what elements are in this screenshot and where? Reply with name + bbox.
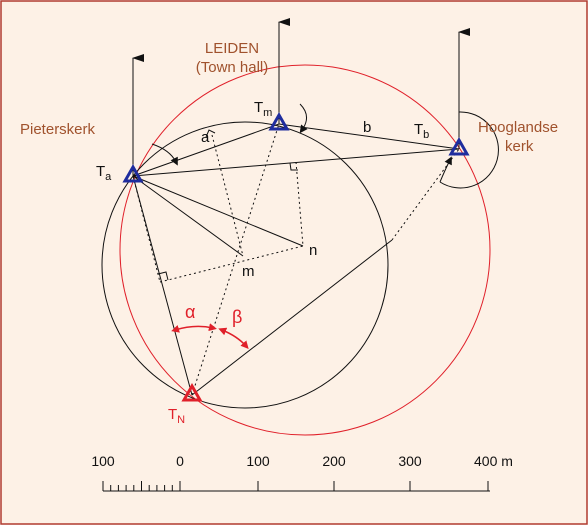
stations [122,111,470,402]
line-b [278,123,460,150]
label: n [309,242,317,259]
scale-label: 100 [246,453,270,469]
station-tb [448,136,470,156]
station-label: Ta [96,163,112,183]
angle-arc [299,103,308,134]
angle-arc [439,156,452,183]
station-label: TN [168,406,185,426]
scale-label: 400 m [474,453,513,469]
perp-ta [132,175,161,283]
scale-bar [102,481,490,492]
station-tn [181,382,203,402]
line-tn-tb-dot [391,148,460,241]
scale-label: 200 [322,453,346,469]
label: Pieterskerk [20,121,96,138]
station-ta [122,163,144,183]
line-a [132,123,280,177]
label: Hooglandse [478,119,558,136]
perp-a [211,134,244,257]
beta-arc [218,327,249,349]
label: β [232,307,242,327]
black-circle [101,121,389,409]
station-tm [268,111,290,131]
scale-label: 0 [176,453,184,469]
label: α [185,302,195,322]
angle-arc [151,143,178,166]
alpha-arc [171,323,217,333]
scale-label: 100 [91,453,115,469]
label: m [242,263,255,280]
right-angle [157,271,169,281]
label: a [201,129,210,146]
label: kerk [505,138,534,155]
station-label: Tm [254,99,272,119]
angle-arc [439,111,499,189]
right-angle [205,129,216,138]
right-angle [289,162,298,171]
perp-b [295,161,304,247]
line-tn-ta [132,175,193,396]
label: b [363,119,371,136]
line-ta-m [132,175,244,257]
scale-label: 300 [398,453,422,469]
station-label: Tb [414,121,429,141]
geometry [101,18,499,436]
label: LEIDEN [205,40,259,57]
label: (Town hall) [196,59,269,76]
red-circle [119,64,491,436]
line-tn-tb [191,239,393,396]
line-ta-n [132,175,304,247]
